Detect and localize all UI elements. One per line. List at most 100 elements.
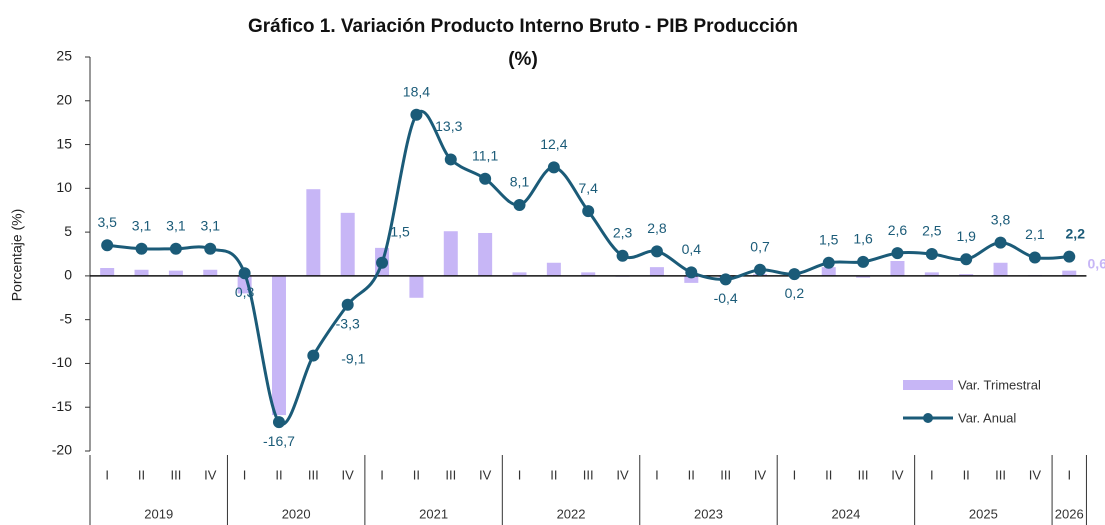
x-group-label: 2022 — [557, 506, 586, 521]
data-label: 0,2 — [785, 285, 805, 301]
data-label: 18,4 — [403, 83, 430, 99]
x-tick-label: IV — [479, 467, 492, 482]
x-group-label: 2023 — [694, 506, 723, 521]
data-label: 1,9 — [956, 228, 976, 244]
legend-swatch — [923, 413, 933, 423]
marker — [788, 268, 801, 281]
data-label: 3,5 — [97, 214, 117, 230]
data-label: 12,4 — [540, 136, 567, 152]
marker — [307, 349, 320, 362]
x-tick-label: II — [825, 467, 832, 482]
marker — [1028, 251, 1041, 264]
bar — [959, 274, 974, 276]
bar — [581, 272, 596, 276]
bar — [993, 262, 1008, 276]
y-tick-label: 0 — [64, 267, 72, 283]
data-label: 1,6 — [853, 231, 873, 247]
x-tick-label: III — [445, 467, 456, 482]
data-label: 0,4 — [682, 241, 702, 257]
x-group-label: 2025 — [969, 506, 998, 521]
y-tick-label: 15 — [56, 135, 72, 151]
bar — [340, 212, 355, 276]
bar — [409, 275, 424, 298]
data-label: 3,1 — [132, 217, 152, 233]
marker — [616, 249, 629, 262]
data-label: 11,1 — [472, 147, 498, 163]
x-tick-label: III — [995, 467, 1006, 482]
x-tick-label: IV — [342, 467, 355, 482]
x-tick-label: I — [1067, 467, 1071, 482]
bar — [271, 275, 286, 416]
y-tick-label: 25 — [56, 48, 72, 64]
bar — [478, 232, 493, 276]
x-group-label: 2026 — [1055, 506, 1084, 521]
bar — [890, 261, 905, 276]
data-label: -16,7 — [263, 433, 295, 449]
x-tick-label: IV — [204, 467, 217, 482]
bar — [546, 262, 561, 276]
data-label: 3,8 — [991, 211, 1011, 227]
x-tick-label: I — [930, 467, 934, 482]
data-label: 2,2 — [1066, 225, 1086, 241]
marker — [169, 242, 182, 255]
data-label: 2,3 — [613, 224, 633, 240]
x-tick-label: I — [655, 467, 659, 482]
marker — [376, 256, 389, 269]
data-label: 2,8 — [647, 220, 667, 236]
x-tick-label: I — [380, 467, 384, 482]
data-label: -3,3 — [336, 315, 360, 331]
bar — [684, 275, 699, 283]
marker — [582, 205, 595, 218]
y-tick-label: -5 — [60, 310, 73, 326]
marker — [891, 247, 904, 260]
data-label: 7,4 — [578, 180, 598, 196]
marker — [547, 161, 560, 174]
bar — [134, 269, 149, 276]
legend-label: Var. Anual — [958, 410, 1016, 425]
legend-label: Var. Trimestral — [958, 377, 1041, 392]
marker — [994, 236, 1007, 249]
x-tick-label: II — [550, 467, 557, 482]
x-tick-label: IV — [891, 467, 904, 482]
y-tick-label: 10 — [56, 179, 72, 195]
bar — [1062, 270, 1077, 276]
data-label: 13,3 — [435, 118, 462, 134]
marker — [925, 248, 938, 260]
line — [107, 110, 1070, 426]
legend-swatch — [903, 380, 953, 390]
data-label: 3,1 — [166, 217, 186, 233]
marker — [444, 153, 457, 166]
data-label: 2,1 — [1025, 226, 1045, 242]
x-group-label: 2019 — [144, 506, 173, 521]
chart-title: Gráfico 1. Variación Producto Interno Br… — [248, 16, 798, 37]
marker — [204, 242, 217, 255]
x-tick-label: I — [518, 467, 522, 482]
x-tick-label: I — [243, 467, 247, 482]
bar — [203, 269, 218, 276]
marker — [822, 256, 835, 269]
bar — [443, 231, 458, 276]
marker — [857, 255, 870, 268]
data-label: 2,5 — [922, 223, 942, 239]
x-group-label: 2020 — [282, 506, 311, 521]
marker — [685, 266, 698, 279]
y-axis-label: Porcentaje (%) — [9, 209, 25, 302]
x-group-label: 2024 — [831, 506, 860, 521]
y-tick-label: -20 — [52, 442, 72, 458]
x-tick-label: IV — [754, 467, 767, 482]
marker — [101, 239, 114, 252]
marker — [135, 242, 148, 255]
bar — [100, 268, 115, 276]
data-label: 1,5 — [390, 223, 410, 239]
y-tick-label: 5 — [64, 223, 72, 239]
x-tick-label: IV — [1029, 467, 1042, 482]
y-tick-label: -15 — [52, 398, 72, 414]
marker — [238, 267, 251, 280]
x-tick-label: III — [170, 467, 181, 482]
x-tick-label: II — [275, 467, 282, 482]
data-label: -9,1 — [341, 350, 365, 366]
data-label: 1,5 — [819, 231, 839, 247]
x-tick-label: III — [720, 467, 731, 482]
bar — [821, 267, 836, 276]
